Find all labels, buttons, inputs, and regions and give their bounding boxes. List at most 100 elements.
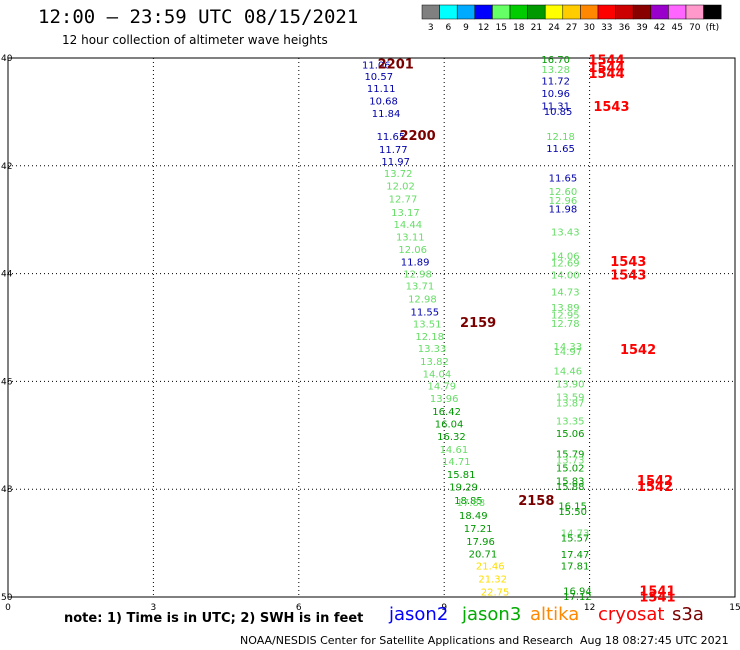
colorbar-label: 33 — [601, 23, 612, 33]
x-tick-label: 12 — [584, 603, 595, 613]
wave-height-label: 13.71 — [406, 281, 435, 292]
colorbar-label: 27 — [566, 23, 577, 33]
wave-height-label: 12.18 — [415, 332, 444, 343]
plot-frame — [7, 57, 736, 598]
wave-height-label: 15.81 — [447, 470, 476, 481]
wave-height-label: 17.47 — [561, 550, 590, 561]
wave-height-label: 13.90 — [556, 380, 585, 391]
wave-height-label: 15.02 — [556, 464, 585, 475]
wave-height-label: 10.57 — [364, 72, 393, 83]
wave-height-label: 16.94 — [563, 587, 592, 598]
x-tick-label: 0 — [5, 603, 11, 613]
pass-time-label: 1544 — [588, 67, 624, 82]
axis-ticks: 0 3 6 9 12 15 40 42 44 46 48 50 — [1, 54, 740, 613]
wave-height-label: 14.00 — [551, 271, 580, 282]
pass-time-label: 1542 — [637, 480, 673, 495]
wave-height-label: 11.11 — [367, 84, 396, 95]
wave-height-label: 16.32 — [437, 432, 466, 443]
y-tick-label: 44 — [1, 270, 13, 280]
colorbar-label: 42 — [654, 23, 665, 33]
wave-height-label: 10.96 — [541, 89, 570, 100]
colorbar-swatch — [544, 4, 564, 20]
wave-height-label: 14.44 — [394, 220, 423, 231]
wave-height-label: 10.68 — [369, 97, 398, 108]
wave-height-label: 13.43 — [551, 228, 580, 239]
colorbar-label: 12 — [478, 23, 489, 33]
colorbar-swatch — [456, 4, 476, 20]
time-labels: 2201220021592158154415441544154315431543… — [378, 54, 676, 606]
colorbar-label: 15 — [495, 23, 506, 33]
wave-height-label: 20.71 — [469, 549, 498, 560]
wave-height-label: 15.88 — [556, 482, 585, 493]
colorbar-label: 9 — [463, 23, 469, 33]
wave-height-label: 17.12 — [563, 592, 592, 603]
colorbar-label: 6 — [446, 23, 452, 33]
timestamp-text: Aug 18 08:27:45 UTC 2021 — [580, 634, 729, 647]
wave-height-label: 13.89 — [551, 303, 580, 314]
legend-altika: altika — [530, 604, 580, 625]
wave-height-label: 12.96 — [549, 196, 578, 207]
wave-height-label: 11.84 — [372, 109, 401, 120]
x-tick-label: 15 — [729, 603, 740, 613]
y-tick-label: 46 — [1, 377, 13, 387]
chart-title: 12:00 — 23:59 UTC 08/15/2021 — [38, 6, 359, 28]
wave-height-label: 18.85 — [454, 496, 483, 507]
wave-height-label: 14.79 — [427, 382, 456, 393]
legend-cryosat: cryosat — [598, 604, 665, 625]
wave-height-label: 13.82 — [420, 357, 449, 368]
wave-height-label: 14.04 — [423, 369, 452, 380]
pass-time-label: 1541 — [639, 585, 675, 600]
wave-height-label: 13.11 — [396, 232, 425, 243]
x-tick-label: 6 — [296, 603, 302, 613]
y-tick-label: 42 — [1, 162, 12, 172]
wave-height-label: 21.46 — [476, 562, 505, 573]
legend-jason2: jason2 — [389, 604, 449, 625]
wave-height-label: 14.46 — [553, 367, 582, 378]
colorbar-label: 21 — [531, 23, 542, 33]
wave-height-label: 11.06 — [362, 60, 391, 71]
wave-height-label: 14.97 — [553, 347, 582, 358]
colorbar-swatch — [632, 4, 652, 20]
wave-height-label: 15.83 — [556, 477, 585, 488]
wave-height-label: 12.98 — [408, 294, 437, 305]
pass-time-label: 1542 — [637, 474, 673, 489]
colorbar-swatch — [474, 4, 493, 20]
pass-time-label: 1543 — [593, 100, 629, 115]
wave-height-label: 16.42 — [432, 407, 461, 418]
legend-s3a: s3a — [672, 604, 704, 625]
x-tick-label: 3 — [151, 603, 157, 613]
colorbar-label: (ft) — [706, 23, 720, 33]
colorbar-label: 70 — [689, 23, 701, 33]
wave-height-label: 12.77 — [389, 195, 418, 206]
wave-height-label: 17.96 — [466, 537, 495, 548]
pass-time-label: 2159 — [460, 316, 496, 331]
pass-time-label: 1542 — [620, 343, 656, 358]
wave-height-label: 11.97 — [381, 157, 410, 168]
wave-height-label: 11.77 — [379, 145, 408, 156]
wave-height-label: 11.55 — [410, 307, 439, 318]
colorbar-label: 24 — [548, 23, 560, 33]
wave-height-label: 12.02 — [386, 182, 415, 193]
colorbar-swatch — [580, 4, 599, 20]
y-tick-label: 48 — [1, 485, 13, 495]
wave-height-label: 13.33 — [418, 344, 447, 355]
wave-height-label: 12.95 — [551, 311, 580, 322]
wave-height-label: 19.29 — [449, 483, 478, 494]
wave-height-label: 14.71 — [442, 457, 471, 468]
wave-height-label: 14.73 — [551, 287, 580, 298]
colorbar-swatch — [562, 4, 581, 20]
wave-height-label: 22.75 — [481, 588, 510, 599]
colorbar-swatch — [421, 4, 440, 20]
y-tick-label: 50 — [1, 593, 13, 603]
wave-height-label: 17.21 — [464, 524, 493, 535]
wave-height-label: 13.17 — [391, 208, 420, 219]
colorbar-swatch — [492, 4, 511, 20]
colorbar-swatch — [527, 4, 546, 20]
colorbar: 3 6 9 12 15 18 21 24 27 30 33 36 39 42 45 70 (ft) — [421, 4, 722, 33]
plot-grid — [7, 57, 736, 598]
wave-height-label: 13.28 — [541, 65, 570, 76]
wave-height-label: 11.31 — [541, 101, 570, 112]
pass-time-label: 1544 — [588, 61, 624, 76]
wave-height-label: 10.85 — [544, 107, 573, 118]
